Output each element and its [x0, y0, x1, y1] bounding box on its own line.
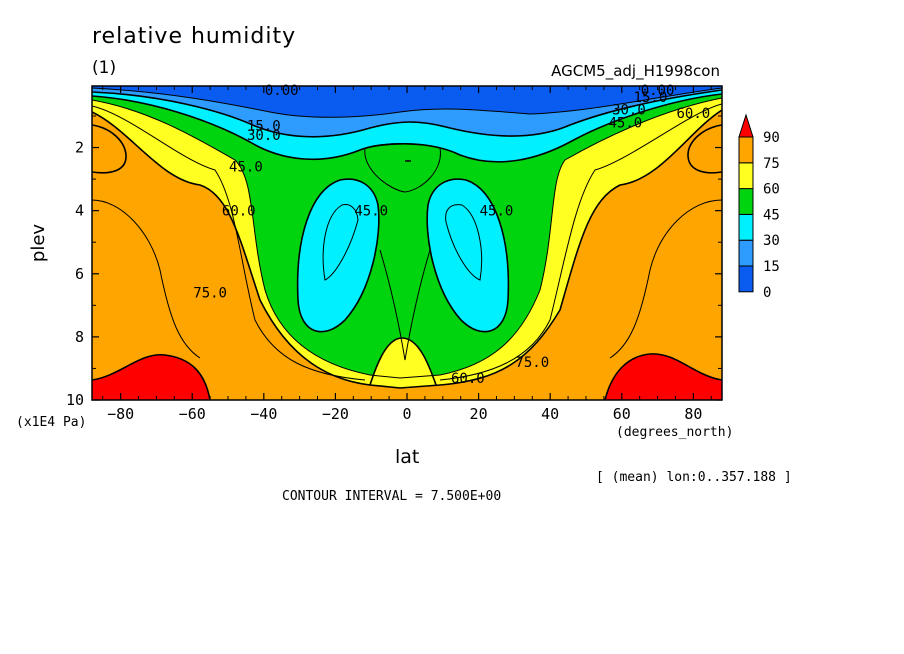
- chart-subtitle: (1): [92, 58, 117, 78]
- y-tick-label: 8: [75, 328, 84, 346]
- y-tick-label: 10: [66, 391, 84, 409]
- x-axis-label: lat: [395, 446, 420, 468]
- contour-label: 0.00: [641, 83, 675, 99]
- axes: −80 −60 −40 −20 0 20 40 60 80 2 4 6 8 10: [66, 86, 722, 423]
- colorbar-swatch: [738, 188, 754, 215]
- x-tick-label: −40: [250, 405, 277, 423]
- contour-label: 45.0: [608, 115, 642, 131]
- y-axis-unit: (x1E4 Pa): [16, 415, 87, 430]
- fill-90-left: [92, 354, 210, 400]
- fill-0-15: [92, 86, 722, 118]
- contour-lines: [92, 87, 722, 400]
- x-tick-label: 40: [541, 405, 559, 423]
- contour-label: 60.0: [222, 204, 256, 220]
- contour-label: 60.0: [677, 106, 711, 122]
- colorbar-label: 45: [763, 207, 780, 223]
- colorbar-swatch: [738, 239, 754, 267]
- fill-30-45-right-lobe: [427, 179, 509, 332]
- colorbar: 0 15 30 45 60 75 90: [738, 113, 780, 301]
- contour-label: 45.0: [480, 204, 514, 220]
- filled-contours: [92, 86, 722, 400]
- colorbar-label: 30: [763, 233, 780, 249]
- fill-90-right: [605, 353, 722, 400]
- x-tick-label: 80: [684, 405, 702, 423]
- colorbar-label: 15: [763, 259, 780, 275]
- contour-label: 75.0: [193, 286, 227, 302]
- contour-label: 75.0: [515, 355, 549, 371]
- fill-75-90-right-top: [688, 125, 722, 173]
- contour-interval: CONTOUR INTERVAL = 7.500E+00: [282, 489, 502, 504]
- x-tick-label: 20: [470, 405, 488, 423]
- fill-75-90-left-top: [92, 125, 127, 173]
- contour-label: 0.00: [265, 83, 299, 99]
- mean-note: [ (mean) lon:0..357.188 ]: [596, 470, 792, 485]
- fill-30-45-left-lobe: [297, 179, 379, 332]
- colorbar-swatch: [738, 265, 754, 293]
- colorbar-label: 0: [763, 285, 771, 301]
- fill-45-60: [92, 86, 722, 378]
- colorbar-label: 60: [763, 182, 780, 198]
- x-axis-unit: (degrees_north): [616, 425, 734, 440]
- x-tick-label: 0: [402, 405, 411, 423]
- y-axis-label: plev: [28, 224, 49, 263]
- colorbar-swatch: [738, 136, 754, 164]
- x-tick-label: −20: [322, 405, 349, 423]
- contour-label: 45.0: [354, 204, 388, 220]
- y-tick-label: 4: [75, 202, 84, 220]
- model-label: AGCM5_adj_H1998con: [551, 62, 720, 80]
- x-tick-label: −60: [179, 405, 206, 423]
- contour-label: 15.0: [247, 118, 281, 134]
- contour-label: 30.0: [247, 128, 281, 144]
- colorbar-arrow: [738, 113, 754, 138]
- colorbar-label: 75: [763, 156, 780, 172]
- contour-label: 15.0: [634, 90, 668, 106]
- contour-label: 45.0: [229, 159, 263, 175]
- x-tick-label: 60: [613, 405, 631, 423]
- colorbar-label: 90: [763, 130, 780, 146]
- y-tick-label: 6: [75, 265, 84, 283]
- contour-label: 60.0: [451, 371, 485, 387]
- y-tick-label: 2: [75, 139, 84, 157]
- chart-title: relative humidity: [92, 24, 297, 49]
- contour-labels: 0.00 0.0015.015.030.030.045.045.060.060.0…: [193, 83, 710, 387]
- colorbar-swatch: [738, 162, 754, 190]
- colorbar-swatch: [738, 213, 754, 241]
- contour-label: 30.0: [612, 103, 646, 119]
- x-tick-label: −80: [107, 405, 134, 423]
